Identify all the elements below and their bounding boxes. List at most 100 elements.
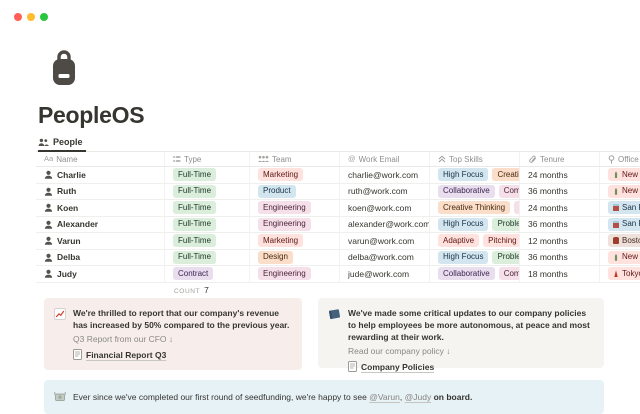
table-row[interactable]: Varun Full-Time Marketing varun@work.com… xyxy=(36,233,640,250)
table-header-row: Aa Name Type Team @ Work Email Top Skill… xyxy=(36,152,640,167)
callout-revenue: We're thrilled to report that our compan… xyxy=(44,298,302,370)
avatar xyxy=(44,253,53,262)
count-value: 7 xyxy=(204,285,209,295)
tenure-cell: 24 months xyxy=(520,167,600,183)
statue-of-liberty-icon xyxy=(614,171,618,179)
minimize-button[interactable] xyxy=(27,13,35,21)
zoom-button[interactable] xyxy=(40,13,48,21)
team-tag: Engineering xyxy=(258,201,311,215)
office-tag: Boston xyxy=(608,234,640,248)
table-row[interactable]: Delba Full-Time Design delba@work.com Hi… xyxy=(36,249,640,266)
page-link-label: Company Policies xyxy=(361,361,435,372)
person-name: Delba xyxy=(57,252,81,263)
email-cell: varun@work.com xyxy=(340,233,430,249)
email-cell: ruth@work.com xyxy=(340,183,430,199)
page-icon[interactable] xyxy=(46,48,82,95)
column-header-type[interactable]: Type xyxy=(165,152,250,166)
tenure-cell: 36 months xyxy=(520,249,600,265)
avatar xyxy=(44,203,53,213)
avatar xyxy=(44,170,53,180)
email-cell: jude@work.com xyxy=(340,266,430,282)
callout-policy: We've made some critical updates to our … xyxy=(318,298,604,372)
skill-tag: Adaptive xyxy=(438,234,480,248)
mention-varun[interactable]: @Varun xyxy=(369,392,400,402)
email-cell: charlie@work.com xyxy=(340,167,430,183)
window-controls xyxy=(14,13,48,21)
callout-text: Ever since we've completed our first rou… xyxy=(73,392,473,402)
count-label: COUNT xyxy=(174,288,201,295)
page-icon xyxy=(73,349,82,360)
office-tag: San Francisco xyxy=(608,217,640,231)
office-tag: Tokyo xyxy=(608,267,640,281)
skill-tag: Communication xyxy=(498,267,519,281)
tenure-cell: 36 months xyxy=(520,216,600,232)
table-row[interactable]: Judy Contract Engineering jude@work.com … xyxy=(36,266,640,283)
person-name: Charlie xyxy=(57,169,86,180)
column-header-tenure[interactable]: Tenure xyxy=(520,152,600,166)
skill-tag: Collaborative xyxy=(438,267,495,281)
office-tag: San Francisco xyxy=(608,201,640,215)
page-link-label: Financial Report Q3 xyxy=(86,349,167,360)
group-icon xyxy=(258,155,269,163)
tenure-cell: 18 months xyxy=(520,266,600,282)
table-row[interactable]: Alexander Full-Time Engineering alexande… xyxy=(36,216,640,233)
office-tag: New York xyxy=(608,250,640,264)
team-tag: Marketing xyxy=(258,234,304,248)
team-tag: Design xyxy=(258,250,293,264)
table-row[interactable]: Charlie Full-Time Marketing charlie@work… xyxy=(36,167,640,184)
callout-seedfunding: Ever since we've completed our first rou… xyxy=(44,380,604,414)
tenure-cell: 36 months xyxy=(520,183,600,199)
skill-tag: Problem Solving xyxy=(492,250,519,264)
callout-subtext: Read our company policy ↓ xyxy=(348,346,451,356)
type-tag: Full-Time xyxy=(173,201,217,215)
at-icon: @ xyxy=(348,154,356,164)
table-row[interactable]: Ruth Full-Time Product ruth@work.com Col… xyxy=(36,183,640,200)
email-cell: alexander@work.com xyxy=(340,216,430,232)
team-tag: Product xyxy=(258,184,296,198)
type-tag: Full-Time xyxy=(173,217,217,231)
tokyo-tower-icon xyxy=(614,270,618,278)
page-icon xyxy=(348,361,357,372)
skill-tag: High Focus xyxy=(438,217,489,231)
email-cell: koen@work.com xyxy=(340,200,430,216)
people-table: Aa Name Type Team @ Work Email Top Skill… xyxy=(36,152,640,283)
skill-tag: Problem Solving xyxy=(492,217,519,231)
page-link-company-policies[interactable]: Company Policies xyxy=(348,361,594,372)
page-link-financial-report[interactable]: Financial Report Q3 xyxy=(73,349,292,360)
skill-tag: Collaborative xyxy=(438,184,495,198)
blue-book-icon xyxy=(328,308,341,320)
skill-tag: Creative Thinking xyxy=(492,168,519,182)
avatar xyxy=(44,236,53,246)
person-name: Koen xyxy=(57,202,79,213)
team-tag: Engineering xyxy=(258,267,311,281)
column-header-office[interactable]: Office xyxy=(600,152,640,166)
column-header-email[interactable]: @ Work Email xyxy=(340,152,430,166)
active-tab-indicator xyxy=(38,150,86,152)
team-tag: Marketing xyxy=(258,168,304,182)
paperclip-icon xyxy=(528,155,537,164)
bridge-icon xyxy=(613,220,619,228)
chevrons-up-icon xyxy=(438,155,446,163)
skill-tag: Creative Thinking xyxy=(438,201,511,215)
tab-people[interactable]: People xyxy=(38,137,83,147)
avatar xyxy=(44,187,53,196)
tenure-cell: 12 months xyxy=(520,233,600,249)
team-tag: Engineering xyxy=(258,217,311,231)
table-row[interactable]: Koen Full-Time Engineering koen@work.com… xyxy=(36,200,640,217)
mention-judy[interactable]: @Judy xyxy=(404,392,432,402)
pin-icon xyxy=(608,154,615,164)
person-name: Alexander xyxy=(57,219,99,230)
table-count[interactable]: COUNT 7 xyxy=(174,285,209,295)
type-tag: Full-Time xyxy=(173,168,217,182)
list-icon xyxy=(173,155,181,163)
column-header-team[interactable]: Team xyxy=(250,152,340,166)
chart-increasing-icon xyxy=(54,308,66,320)
person-name: Ruth xyxy=(57,186,77,197)
page-title[interactable]: PeopleOS xyxy=(38,102,145,128)
callout-text: We're thrilled to report that our compan… xyxy=(73,308,290,330)
column-header-skills[interactable]: Top Skills xyxy=(430,152,520,166)
close-button[interactable] xyxy=(14,13,22,21)
column-header-name[interactable]: Aa Name xyxy=(36,152,165,166)
skill-tag: Pitching xyxy=(483,234,519,248)
tab-label: People xyxy=(53,137,83,147)
